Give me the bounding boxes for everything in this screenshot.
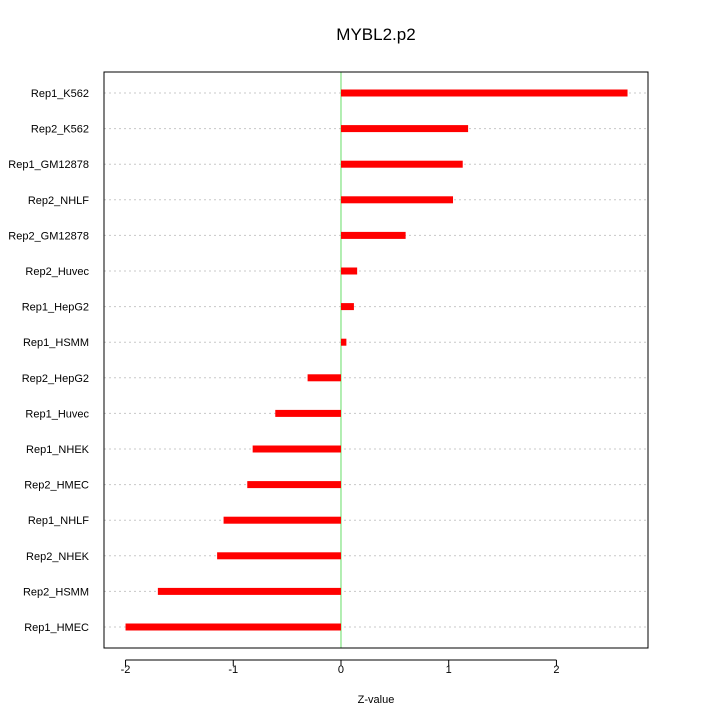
category-label: Rep2_HepG2 — [22, 373, 89, 385]
category-label: Rep1_HMEC — [24, 622, 89, 634]
bar-rep1-nhek — [252, 445, 341, 453]
bar-rep2-nhek — [217, 552, 341, 560]
bar-rep2-huvec — [340, 267, 358, 275]
category-label: Rep2_K562 — [31, 124, 89, 136]
chart-title: MYBL2.p2 — [336, 25, 415, 44]
category-labels: Rep1_K562 Rep2_K562 Rep1_GM12878 Rep2_NHLF R… — [8, 88, 89, 634]
x-tick-label: 2 — [553, 664, 559, 676]
category-label: Rep1_NHLF — [28, 515, 89, 527]
bar-rep2-hsmm — [157, 587, 341, 595]
grid-lines — [104, 92, 648, 628]
category-label: Rep1_HSMM — [23, 337, 89, 349]
bar-rep2-nhlf — [340, 196, 454, 204]
category-label: Rep1_K562 — [31, 88, 89, 100]
bar-rep1-k562 — [340, 89, 628, 97]
category-label: Rep1_NHEK — [26, 444, 90, 456]
category-label: Rep1_HepG2 — [22, 302, 89, 314]
x-axis-title: Z-value — [358, 694, 395, 706]
x-axis: -2 -1 0 1 2 — [121, 659, 559, 676]
bar-rep1-nhlf — [223, 516, 341, 524]
category-label: Rep2_NHLF — [28, 195, 89, 207]
bar-rep2-k562 — [340, 125, 469, 133]
bar-rep1-hsmm — [340, 338, 347, 346]
category-label: Rep2_Huvec — [25, 266, 89, 278]
category-label: Rep2_HMEC — [24, 480, 89, 492]
category-label: Rep2_HSMM — [23, 586, 89, 598]
bar-rep2-hmec — [247, 481, 341, 489]
bar-rep2-hepg2 — [307, 374, 341, 382]
bar-rep1-hmec — [125, 623, 341, 631]
bars — [125, 89, 628, 631]
bar-rep1-hepg2 — [340, 303, 354, 311]
bar-rep2-gm12878 — [340, 231, 406, 239]
category-label: Rep1_Huvec — [25, 408, 89, 420]
bar-rep1-gm12878 — [340, 160, 463, 168]
category-label: Rep1_GM12878 — [8, 159, 89, 171]
x-tick-label: 1 — [446, 664, 452, 676]
x-tick-label: -1 — [228, 664, 238, 676]
category-label: Rep2_NHEK — [26, 551, 90, 563]
x-tick-label: 0 — [338, 664, 344, 676]
bar-rep1-huvec — [275, 409, 341, 417]
category-label: Rep2_GM12878 — [8, 230, 89, 242]
x-tick-label: -2 — [121, 664, 131, 676]
plot-frame — [103, 71, 649, 649]
